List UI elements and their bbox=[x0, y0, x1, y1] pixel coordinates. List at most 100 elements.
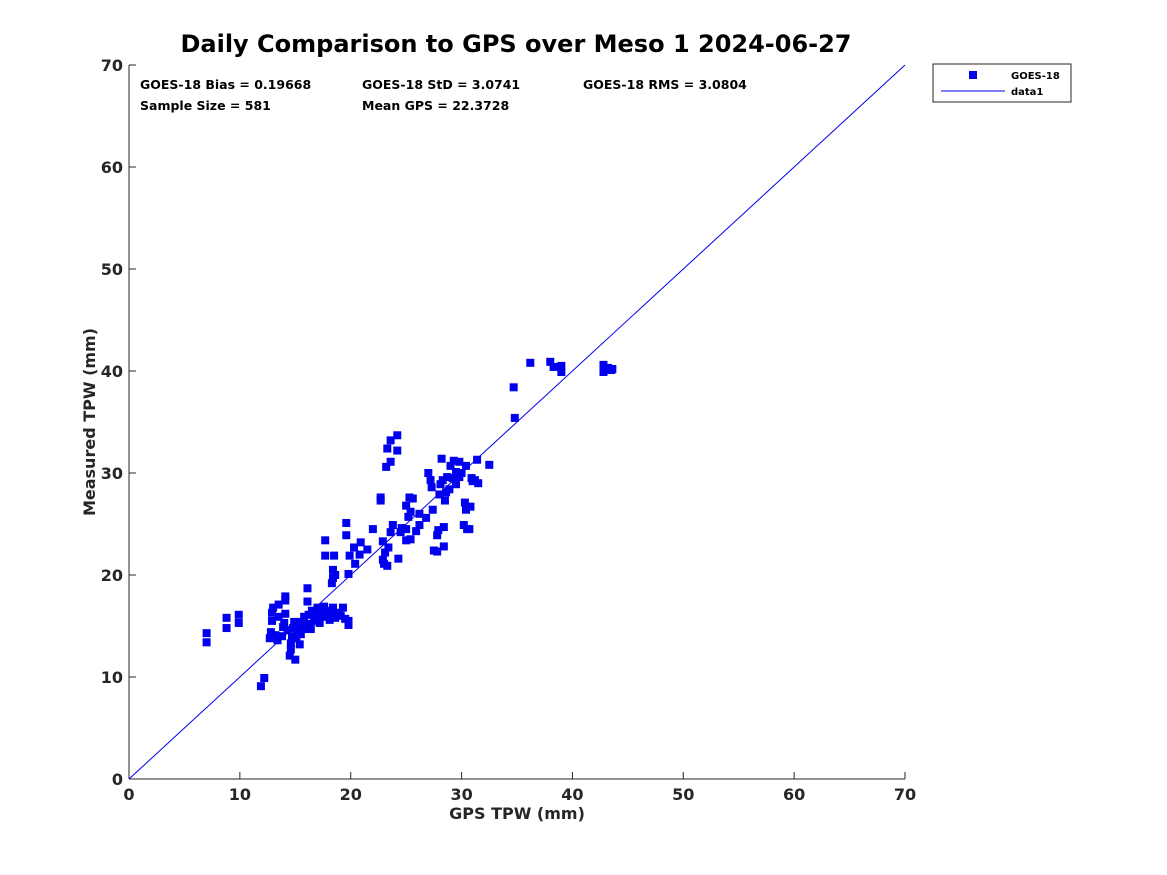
data-point bbox=[526, 358, 535, 367]
data-point bbox=[315, 618, 324, 627]
data-point bbox=[222, 624, 231, 633]
data-point bbox=[465, 525, 474, 534]
data-point bbox=[435, 490, 444, 499]
data-point bbox=[287, 632, 296, 641]
data-point bbox=[434, 526, 443, 535]
data-point bbox=[549, 362, 558, 371]
data-point bbox=[397, 524, 406, 533]
data-point bbox=[328, 603, 337, 612]
y-tick-label: 20 bbox=[101, 566, 123, 585]
data-point bbox=[426, 476, 435, 485]
data-point bbox=[424, 469, 433, 477]
data-point bbox=[433, 547, 442, 556]
data-point bbox=[222, 613, 231, 622]
data-point bbox=[388, 521, 397, 530]
data-point bbox=[457, 469, 466, 477]
data-point bbox=[445, 485, 454, 494]
data-point bbox=[557, 368, 566, 377]
plot-layer bbox=[128, 64, 906, 780]
data-point bbox=[342, 531, 351, 540]
data-point bbox=[316, 606, 325, 615]
data-point bbox=[289, 624, 298, 633]
y-tick-label: 70 bbox=[101, 56, 123, 75]
data-point bbox=[452, 467, 461, 476]
data-point bbox=[402, 525, 411, 534]
data-point bbox=[273, 636, 282, 645]
data-point bbox=[427, 483, 436, 492]
data-point bbox=[378, 555, 387, 564]
data-point bbox=[281, 609, 290, 618]
data-point bbox=[336, 611, 345, 620]
data-point bbox=[473, 455, 482, 464]
data-point bbox=[462, 505, 471, 514]
data-point bbox=[394, 554, 403, 563]
data-point bbox=[234, 618, 243, 627]
stat-sample-size: Sample Size = 581 bbox=[140, 98, 271, 113]
legend: GOES-18 data1 bbox=[932, 63, 1072, 103]
stat-mean-gps: Mean GPS = 22.3728 bbox=[362, 98, 509, 113]
data-point bbox=[202, 629, 211, 638]
legend-label-goes-18: GOES-18 bbox=[1011, 71, 1060, 82]
data-point bbox=[256, 682, 265, 691]
data-point bbox=[608, 364, 617, 373]
data-point bbox=[344, 569, 353, 578]
data-point bbox=[331, 613, 340, 622]
x-tick-label: 30 bbox=[450, 785, 472, 804]
data-point bbox=[363, 545, 372, 554]
data-point bbox=[546, 357, 555, 366]
data-point bbox=[313, 614, 322, 623]
x-axis-ticks: 0 10 20 30 40 50 60 70 bbox=[123, 772, 916, 804]
data-point bbox=[356, 538, 365, 547]
data-point bbox=[292, 634, 301, 643]
data-point bbox=[433, 531, 442, 540]
data-point bbox=[412, 527, 421, 536]
x-tick-label: 70 bbox=[894, 785, 916, 804]
y-tick-label: 60 bbox=[101, 158, 123, 177]
y-axis-ticks: 0 10 20 30 40 50 60 70 bbox=[101, 56, 136, 789]
x-tick-label: 60 bbox=[783, 785, 805, 804]
data-point bbox=[455, 457, 464, 466]
data-point bbox=[448, 474, 457, 483]
data-point bbox=[415, 509, 424, 518]
series-goes-18-points bbox=[202, 357, 617, 691]
data-point bbox=[280, 618, 289, 627]
data-point bbox=[328, 565, 337, 574]
data-point bbox=[296, 630, 305, 639]
data-point bbox=[268, 616, 277, 625]
stat-std: GOES-18 StD = 3.0741 bbox=[362, 77, 520, 92]
data-point bbox=[304, 610, 313, 619]
data-point bbox=[406, 535, 415, 544]
y-tick-label: 50 bbox=[101, 260, 123, 279]
data-point bbox=[510, 413, 519, 422]
data-point bbox=[268, 608, 277, 617]
data-point bbox=[303, 597, 312, 606]
data-point bbox=[325, 615, 334, 624]
data-point bbox=[274, 612, 283, 621]
data-point bbox=[404, 512, 413, 521]
data-point bbox=[351, 559, 360, 568]
data-point bbox=[344, 620, 353, 629]
data-point bbox=[509, 383, 518, 392]
chart-title: Daily Comparison to GPS over Meso 1 2024… bbox=[180, 30, 851, 58]
data-point bbox=[202, 638, 211, 647]
axes bbox=[128, 65, 905, 780]
data-point bbox=[291, 655, 300, 664]
data-point bbox=[446, 461, 455, 470]
legend-marker-goes-18 bbox=[969, 71, 977, 79]
y-tick-label: 30 bbox=[101, 464, 123, 483]
data-point bbox=[386, 457, 395, 466]
data-point bbox=[311, 609, 320, 618]
data-point bbox=[265, 634, 274, 643]
data-point bbox=[406, 507, 415, 516]
data-point bbox=[382, 462, 391, 471]
y-tick-label: 10 bbox=[101, 668, 123, 687]
data-point bbox=[321, 551, 330, 560]
data-point bbox=[281, 596, 290, 605]
data-point bbox=[438, 476, 447, 485]
data-point bbox=[342, 518, 351, 527]
data-point bbox=[283, 626, 292, 635]
data-point bbox=[386, 528, 395, 537]
data-point bbox=[321, 536, 330, 545]
data-point bbox=[384, 543, 393, 552]
